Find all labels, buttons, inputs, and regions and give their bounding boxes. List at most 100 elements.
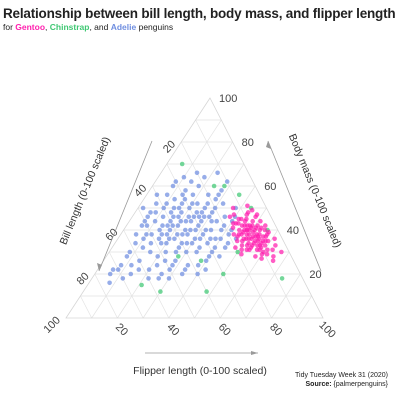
data-point-adelie xyxy=(190,201,195,206)
data-point-adelie xyxy=(185,232,190,237)
data-point-adelie xyxy=(153,210,158,215)
data-point-adelie xyxy=(164,192,170,198)
data-point-adelie xyxy=(170,262,175,268)
data-point-adelie xyxy=(208,227,214,233)
subtitle-separator-1: , xyxy=(45,22,50,32)
flipper-axis-title: Flipper length (0-100 scaled) xyxy=(133,365,267,377)
data-point-adelie xyxy=(145,214,150,220)
data-point-gentoo xyxy=(235,234,240,239)
data-point-adelie xyxy=(168,218,173,224)
data-point-adelie xyxy=(187,205,192,211)
data-point-adelie xyxy=(184,249,189,255)
data-point-adelie xyxy=(212,205,218,211)
axis-arrows xyxy=(97,140,322,355)
data-point-adelie xyxy=(188,227,193,233)
data-point-adelie xyxy=(172,196,177,202)
tick-label-bill: 60 xyxy=(103,226,120,243)
data-point-gentoo xyxy=(262,227,268,233)
grid-line-flipper xyxy=(271,273,301,319)
chart-subtitle: for Gentoo, Chinstrap, and Adelie pengui… xyxy=(3,22,173,32)
data-point-adelie xyxy=(148,240,154,246)
data-point-gentoo xyxy=(240,238,245,244)
data-point-adelie xyxy=(167,267,172,272)
data-point-adelie xyxy=(194,210,200,215)
data-point-adelie xyxy=(202,205,208,211)
grid-line-bill xyxy=(80,295,93,319)
caption-line: Tidy Tuesday Week 31 (2020) xyxy=(295,372,388,379)
data-point-gentoo xyxy=(249,207,255,213)
data-point-adelie xyxy=(205,201,210,206)
data-point-adelie xyxy=(190,192,196,198)
data-point-adelie xyxy=(213,236,218,242)
data-point-adelie xyxy=(218,236,223,242)
data-point-gentoo xyxy=(230,205,236,211)
subtitle-prefix: for xyxy=(3,22,16,32)
data-point-adelie xyxy=(185,262,191,268)
data-point-adelie xyxy=(214,218,219,224)
data-point-gentoo xyxy=(251,240,256,246)
data-point-gentoo xyxy=(253,254,258,259)
data-point-gentoo xyxy=(261,249,266,255)
data-point-gentoo xyxy=(279,249,284,255)
data-point-adelie xyxy=(146,276,151,281)
subtitle-adelie: Adelie xyxy=(110,22,137,32)
data-point-gentoo xyxy=(248,245,254,250)
data-point-gentoo xyxy=(265,247,270,253)
grid-line-flipper xyxy=(245,251,290,319)
tick-label-bill: 20 xyxy=(161,138,178,155)
data-point-adelie xyxy=(155,254,160,259)
ternary-grid xyxy=(65,97,324,319)
tick-label-body: 60 xyxy=(264,181,276,193)
data-point-adelie xyxy=(107,280,112,286)
data-point-adelie xyxy=(173,258,178,264)
data-point-adelie xyxy=(129,262,134,268)
data-point-adelie xyxy=(124,254,130,259)
data-point-gentoo xyxy=(270,247,275,253)
data-point-adelie xyxy=(176,214,181,220)
data-point-gentoo xyxy=(272,236,277,242)
data-point-adelie xyxy=(186,214,192,220)
data-point-adelie xyxy=(161,205,166,211)
data-point-gentoo xyxy=(263,223,268,228)
data-point-adelie xyxy=(170,183,176,189)
tick-label-flipper: 40 xyxy=(164,321,181,338)
tick-label-flipper: 80 xyxy=(267,321,284,338)
data-point-adelie xyxy=(219,227,224,233)
tick-label-body: 20 xyxy=(309,269,321,281)
data-point-adelie xyxy=(195,271,200,277)
data-point-adelie xyxy=(141,236,146,242)
data-point-adelie xyxy=(154,262,160,268)
data-point-chinstrap xyxy=(204,289,209,294)
data-point-adelie xyxy=(175,232,180,237)
grid-line-flipper xyxy=(219,229,279,319)
data-point-adelie xyxy=(179,271,185,277)
data-point-adelie xyxy=(149,232,154,237)
data-point-gentoo xyxy=(260,234,266,239)
subtitle-separator-2: , and xyxy=(89,22,111,32)
data-point-adelie xyxy=(171,205,177,211)
grid-line-bill xyxy=(108,251,144,319)
subtitle-chinstrap: Chinstrap xyxy=(49,22,90,32)
data-point-gentoo xyxy=(273,243,278,248)
grid-line-bill xyxy=(166,163,247,319)
data-point-adelie xyxy=(179,240,185,246)
data-point-adelie xyxy=(159,232,165,237)
data-point-adelie xyxy=(166,236,172,242)
bill-arrow-head-icon xyxy=(97,263,102,271)
data-point-adelie xyxy=(184,240,190,246)
data-point-adelie xyxy=(220,201,226,206)
data-point-adelie xyxy=(146,267,152,272)
data-point-gentoo xyxy=(254,232,260,237)
data-point-adelie xyxy=(173,249,179,255)
data-point-adelie xyxy=(182,196,188,202)
data-point-gentoo xyxy=(239,251,244,257)
data-point-gentoo xyxy=(257,247,263,253)
tick-label-bill: 80 xyxy=(75,270,92,287)
data-point-chinstrap xyxy=(158,289,163,294)
data-point-adelie xyxy=(165,223,170,228)
data-point-adelie xyxy=(222,245,228,250)
data-point-adelie xyxy=(136,267,142,272)
data-point-chinstrap xyxy=(235,249,240,255)
data-point-adelie xyxy=(197,245,202,250)
data-point-adelie xyxy=(180,192,185,198)
